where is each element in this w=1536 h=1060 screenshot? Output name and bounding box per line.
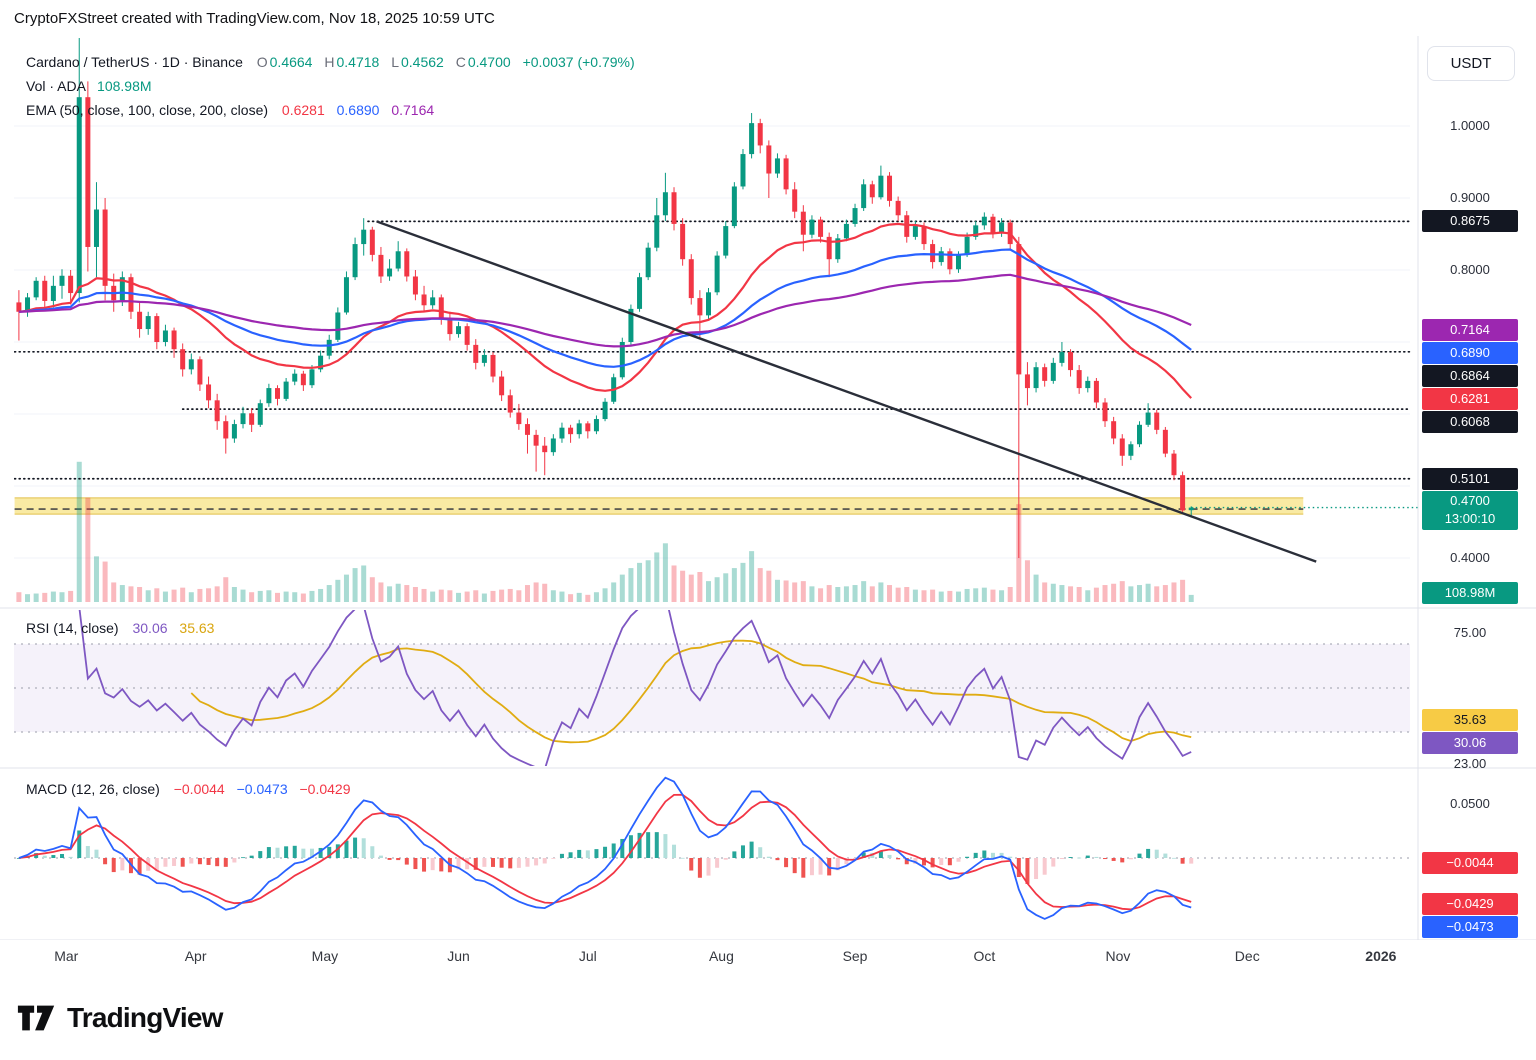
tradingview-logo[interactable]: TradingView bbox=[16, 998, 223, 1038]
tradingview-logo-icon bbox=[17, 1005, 55, 1031]
open-value: 0.4664 bbox=[269, 54, 313, 70]
macd-label[interactable]: MACD (12, 26, close) bbox=[26, 781, 160, 797]
low-label: L bbox=[391, 54, 399, 70]
time-axis-month: Aug bbox=[708, 948, 734, 964]
rsi-value-badge: 30.06 bbox=[1422, 731, 1518, 754]
change-readout: +0.0037 (+0.79%) bbox=[522, 54, 635, 70]
tradingview-logo-text: TradingView bbox=[67, 1002, 223, 1033]
price-level-badge: 0.7164 bbox=[1422, 319, 1518, 342]
time-axis-month: Apr bbox=[184, 948, 207, 964]
price-level-badge: 0.6864 bbox=[1422, 365, 1518, 388]
time-axis-month: 2026 bbox=[1365, 948, 1397, 964]
price-legend: Cardano / TetherUS · 1D · Binance O 0.466… bbox=[26, 50, 643, 122]
rsi-axis-label: 75.00 bbox=[1453, 625, 1487, 640]
macd-legend: MACD (12, 26, close) −0.0044 −0.0473 −0.… bbox=[26, 777, 359, 801]
rsi-axis-label: 23.00 bbox=[1453, 755, 1487, 771]
price-axis-label: 0.8000 bbox=[1450, 262, 1490, 277]
price-level-badge: 0.6281 bbox=[1422, 388, 1518, 411]
price-level-badge: 0.6068 bbox=[1422, 411, 1518, 434]
rsi-value-badge: 35.63 bbox=[1422, 708, 1518, 731]
ema200-value: 0.7164 bbox=[391, 102, 435, 118]
time-axis-month: Mar bbox=[54, 948, 79, 964]
currency-button[interactable]: USDT bbox=[1427, 46, 1515, 81]
ema-row: EMA (50, close, 100, close, 200, close) … bbox=[26, 98, 643, 122]
price-level-badge: 0.6890 bbox=[1422, 342, 1518, 365]
macd-value-badge: −0.0044 bbox=[1422, 851, 1518, 874]
price-level-badge: 0.8675 bbox=[1422, 210, 1518, 233]
time-axis-month: May bbox=[311, 948, 339, 964]
time-axis[interactable]: Mar Apr May Jun Jul Aug Sep Oct Nov Dec 2026 bbox=[0, 940, 1536, 978]
close-label: C bbox=[455, 54, 466, 70]
symbol-row: Cardano / TetherUS · 1D · Binance O 0.466… bbox=[26, 50, 643, 74]
price-axis-label: 1.0000 bbox=[1450, 118, 1490, 133]
volume-value: 108.98M bbox=[97, 78, 152, 94]
ema-label[interactable]: EMA (50, close, 100, close, 200, close) bbox=[26, 102, 269, 118]
high-value: 0.4718 bbox=[336, 54, 380, 70]
volume-badge: 108.98M bbox=[1422, 582, 1518, 604]
low-value: 0.4562 bbox=[401, 54, 444, 70]
time-axis-month: Jul bbox=[578, 948, 597, 964]
rsi-label[interactable]: RSI (14, close) bbox=[26, 620, 119, 636]
time-axis-month: Jun bbox=[447, 948, 470, 964]
chart-canvas[interactable] bbox=[0, 0, 1536, 940]
time-axis-month: Oct bbox=[973, 948, 996, 964]
footer: TradingView bbox=[0, 990, 1536, 1060]
macd-axis-label: 0.0500 bbox=[1450, 796, 1490, 811]
macd-signal-value: −0.0429 bbox=[299, 781, 351, 797]
rsi-value: 30.06 bbox=[132, 620, 168, 636]
price-level-badge: 0.5101 bbox=[1422, 467, 1518, 490]
time-axis-month: Nov bbox=[1105, 948, 1131, 964]
macd-line-value: −0.0473 bbox=[236, 781, 288, 797]
macd-hist-value: −0.0044 bbox=[173, 781, 225, 797]
price-axis[interactable]: 1.0000 0.9000 0.8675 0.8000 0.7164 0.6890 0.68… bbox=[1419, 0, 1536, 940]
volume-row: Vol · ADA 108.98M bbox=[26, 74, 643, 98]
ema100-value: 0.6890 bbox=[336, 102, 380, 118]
volume-label[interactable]: Vol · ADA bbox=[26, 78, 86, 94]
macd-value-badge: −0.0429 bbox=[1422, 893, 1518, 916]
open-label: O bbox=[256, 54, 268, 70]
ema50-value: 0.6281 bbox=[281, 102, 325, 118]
time-axis-month: Sep bbox=[842, 948, 868, 964]
price-axis-label: 0.9000 bbox=[1450, 190, 1490, 205]
price-axis-label: 0.4000 bbox=[1450, 550, 1490, 565]
rsi-ma-value: 35.63 bbox=[179, 620, 215, 636]
credit-line: CryptoFXStreet created with TradingView.… bbox=[14, 10, 495, 27]
high-label: H bbox=[324, 54, 335, 70]
rsi-legend: RSI (14, close) 30.06 35.63 bbox=[26, 616, 222, 640]
symbol-title[interactable]: Cardano / TetherUS · 1D · Binance bbox=[26, 54, 243, 70]
time-axis-month: Dec bbox=[1234, 948, 1260, 964]
last-price-badge: 0.4700 13:00:10 bbox=[1422, 490, 1518, 530]
close-value: 0.4700 bbox=[467, 54, 511, 70]
macd-value-badge: −0.0473 bbox=[1422, 916, 1518, 939]
